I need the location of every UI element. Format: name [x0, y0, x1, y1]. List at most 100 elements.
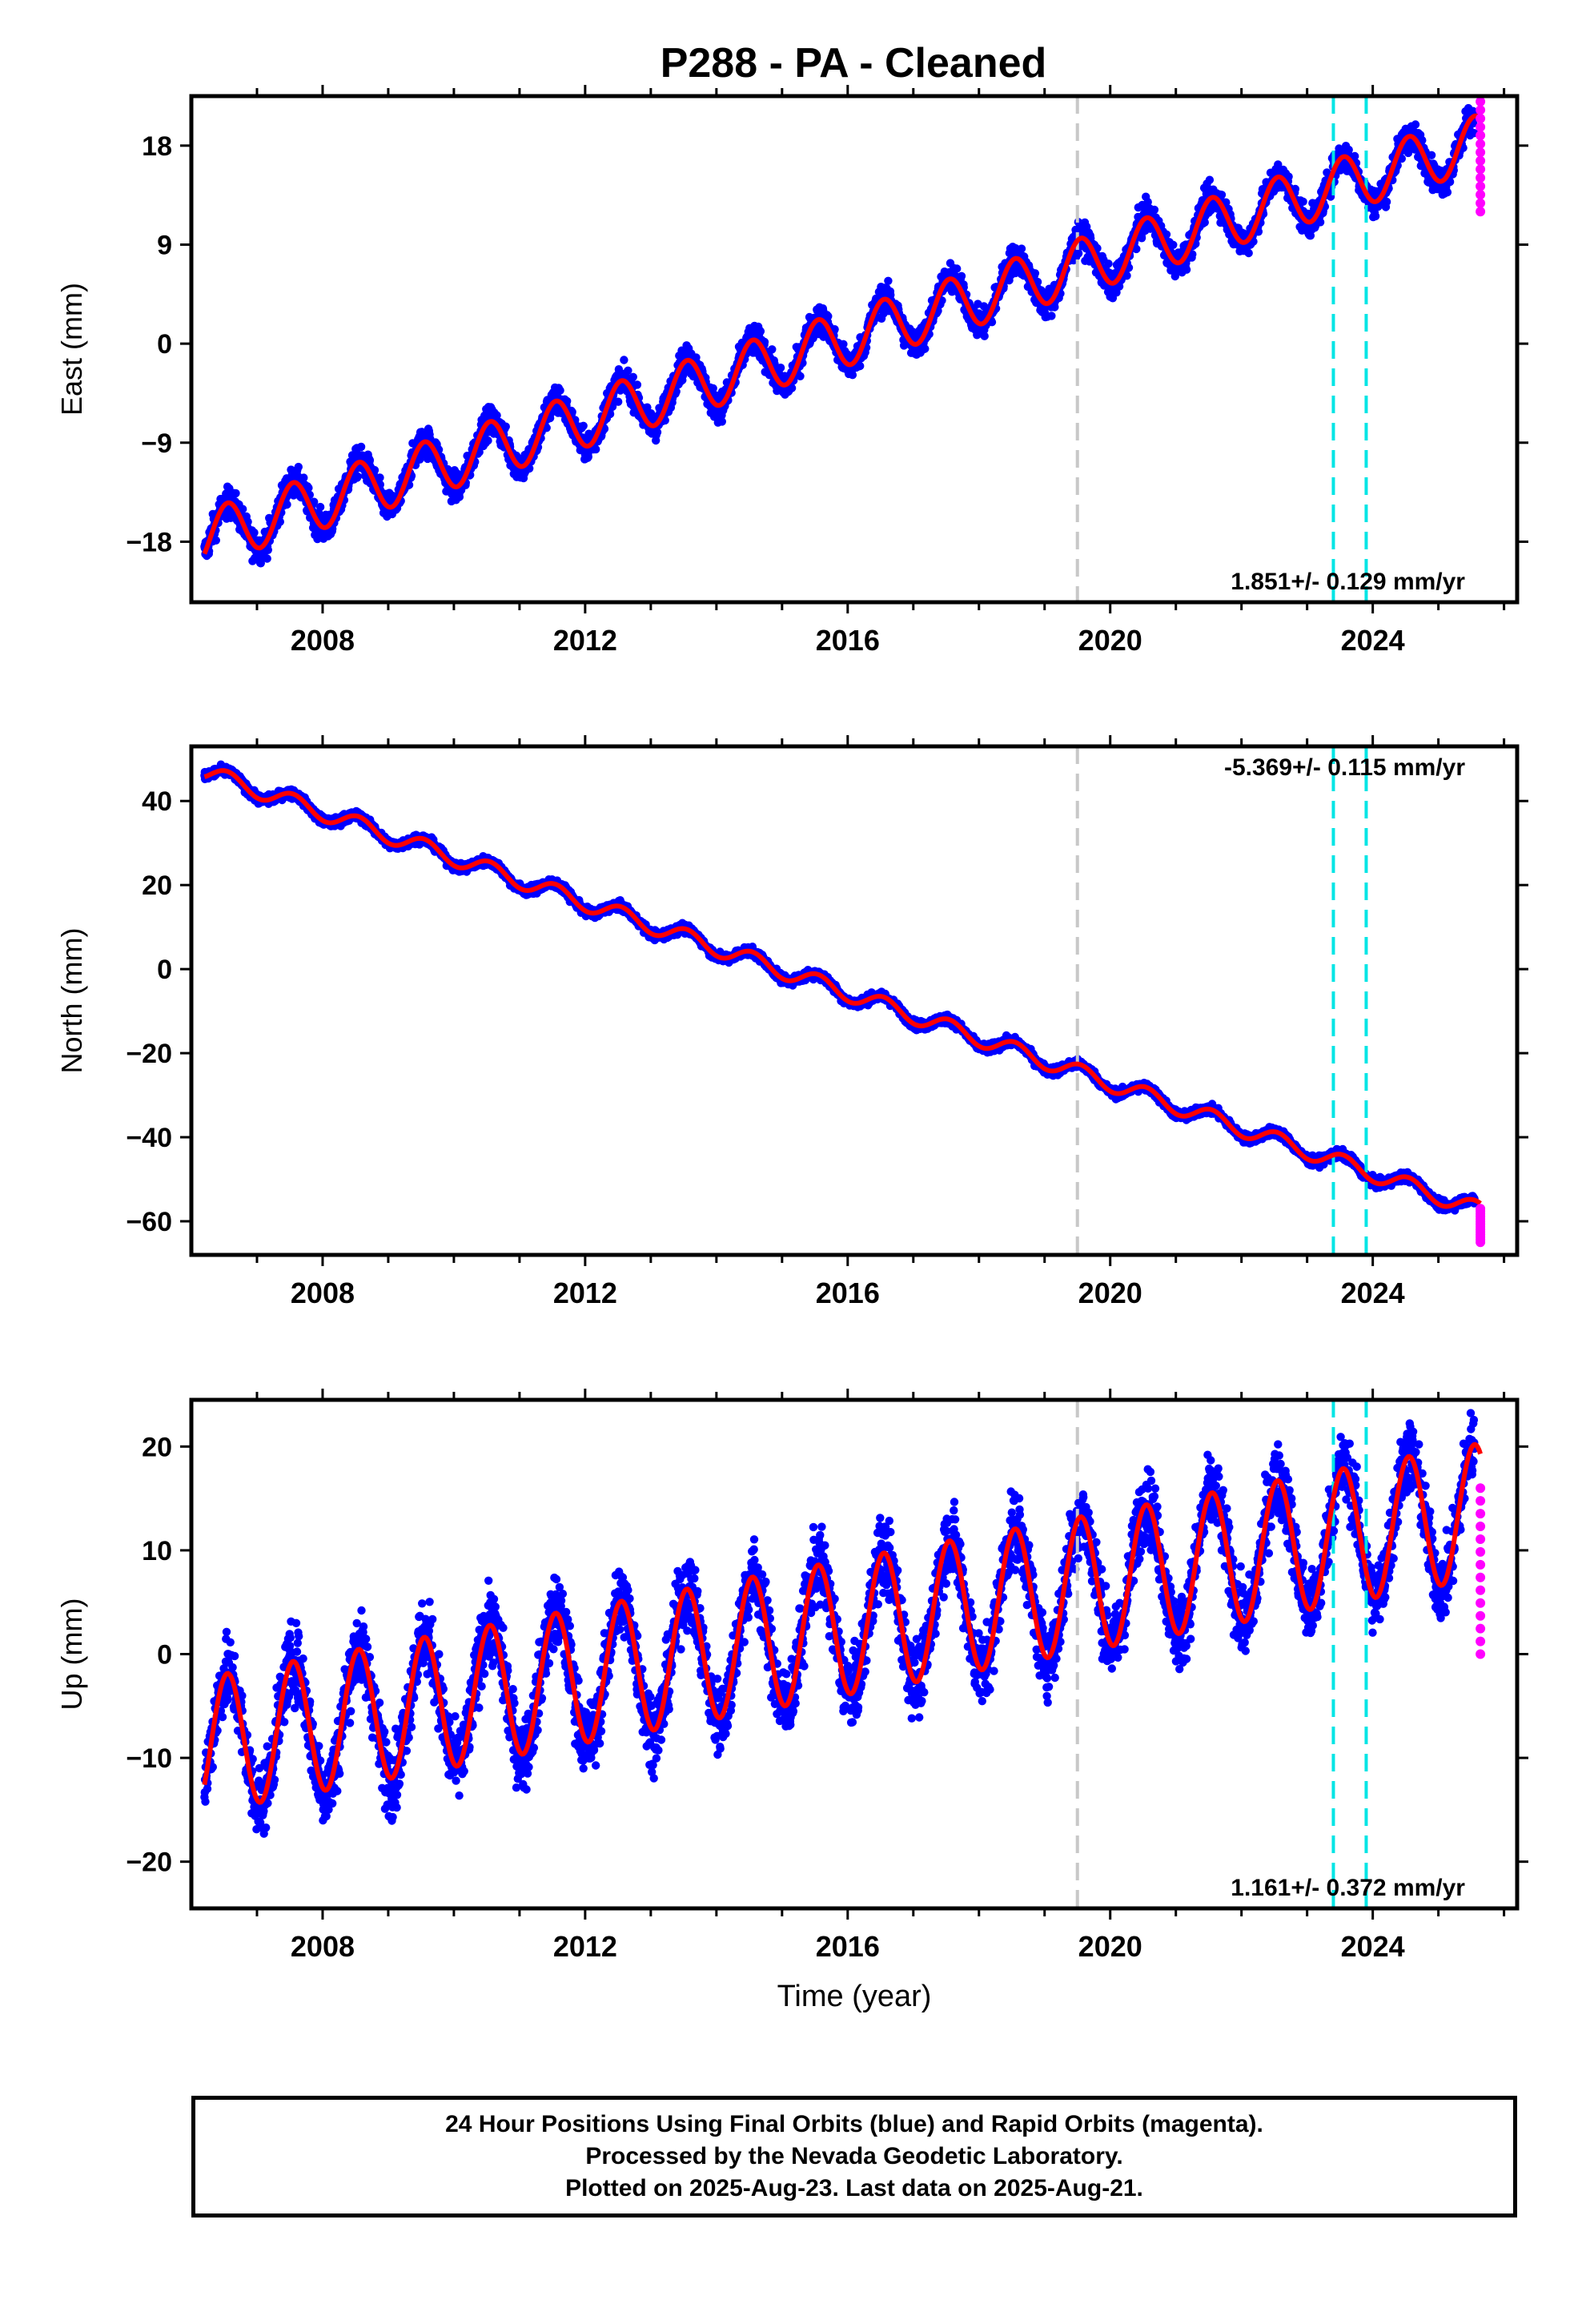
- ytick-label: 9: [157, 230, 172, 260]
- data-point: [632, 380, 642, 389]
- data-point: [556, 386, 564, 395]
- data-point: [1074, 249, 1083, 258]
- rapid-point: [1476, 131, 1486, 141]
- data-point: [620, 356, 628, 364]
- data-point: [1299, 197, 1307, 206]
- data-point: [605, 409, 615, 419]
- data-point: [628, 372, 637, 381]
- data-point: [717, 417, 726, 426]
- data-point: [299, 473, 308, 482]
- rapid-point: [1476, 155, 1486, 166]
- data-point: [848, 371, 857, 380]
- data-point: [1244, 248, 1253, 258]
- data-point: [294, 462, 303, 472]
- final-orbit-points-north: [200, 760, 1479, 1215]
- chart-title: P288 - PA - Cleaned: [661, 40, 1047, 86]
- plot-area-north: [200, 746, 1486, 1255]
- data-point: [356, 442, 366, 452]
- data-point: [455, 493, 464, 501]
- data-point: [839, 340, 848, 348]
- data-point: [953, 264, 962, 273]
- data-point: [592, 444, 600, 454]
- data-point: [709, 384, 717, 393]
- data-point: [211, 536, 220, 545]
- data-point: [1030, 269, 1040, 278]
- data-point: [484, 436, 492, 445]
- data-point: [768, 345, 777, 354]
- data-point: [957, 271, 966, 280]
- data-point: [275, 517, 284, 526]
- data-point: [584, 452, 592, 461]
- data-point: [365, 456, 375, 464]
- ytick-label: −18: [126, 527, 172, 557]
- data-point: [563, 396, 572, 406]
- data-point: [250, 528, 259, 537]
- xtick-label: 2024: [1341, 624, 1405, 657]
- data-point: [1382, 197, 1391, 207]
- data-point: [1443, 187, 1452, 197]
- rapid-point: [1476, 190, 1486, 200]
- data-point: [375, 473, 384, 482]
- data-point: [756, 327, 765, 336]
- plot-area-east: [200, 96, 1486, 602]
- xtick-label: 2016: [816, 624, 880, 657]
- data-point: [353, 472, 362, 481]
- data-point: [492, 411, 501, 420]
- data-point: [263, 545, 272, 554]
- data-point: [652, 428, 662, 436]
- rapid-point: [1476, 122, 1486, 132]
- data-point: [824, 312, 833, 321]
- data-point: [1033, 277, 1042, 287]
- data-point: [830, 325, 839, 334]
- data-point: [1411, 120, 1420, 129]
- data-point: [787, 384, 797, 392]
- data-point: [1205, 175, 1215, 184]
- data-point: [315, 502, 325, 512]
- data-point: [283, 500, 291, 509]
- data-point: [1104, 259, 1113, 268]
- data-point: [1047, 312, 1056, 320]
- rapid-point: [1476, 96, 1486, 107]
- data-point: [501, 422, 510, 431]
- data-point: [856, 361, 865, 371]
- data-point: [614, 397, 623, 406]
- data-point: [646, 409, 656, 418]
- data-point: [1169, 240, 1178, 249]
- rapid-point: [1476, 181, 1486, 191]
- data-point: [231, 489, 240, 498]
- data-point: [1315, 218, 1325, 227]
- ytick-label: 0: [157, 329, 172, 360]
- ytick-label: 18: [142, 131, 172, 162]
- data-point: [980, 332, 989, 340]
- data-point: [884, 276, 893, 285]
- xtick-label: 2020: [1078, 624, 1142, 657]
- data-point: [304, 484, 313, 493]
- rapid-point: [1476, 147, 1486, 158]
- data-point: [987, 318, 997, 327]
- data-point: [1427, 151, 1436, 159]
- ytick-label: −9: [141, 428, 172, 459]
- data-point: [579, 421, 588, 430]
- data-point: [1137, 234, 1146, 243]
- data-point: [921, 344, 930, 353]
- rapid-point: [1476, 198, 1486, 208]
- data-point: [776, 364, 785, 372]
- data-point: [1182, 265, 1191, 274]
- data-point: [263, 554, 271, 563]
- final-orbit-points-east: [200, 103, 1479, 568]
- xtick-label: 2008: [291, 624, 355, 657]
- data-point: [1017, 244, 1026, 253]
- data-point: [624, 366, 632, 375]
- data-point: [310, 497, 319, 506]
- data-point: [239, 505, 247, 513]
- rapid-point: [1476, 207, 1486, 217]
- rapid-point: [1476, 114, 1486, 123]
- rapid-point: [1476, 173, 1486, 183]
- data-point: [796, 372, 805, 380]
- rapid-point: [1476, 139, 1486, 149]
- data-point: [525, 464, 534, 473]
